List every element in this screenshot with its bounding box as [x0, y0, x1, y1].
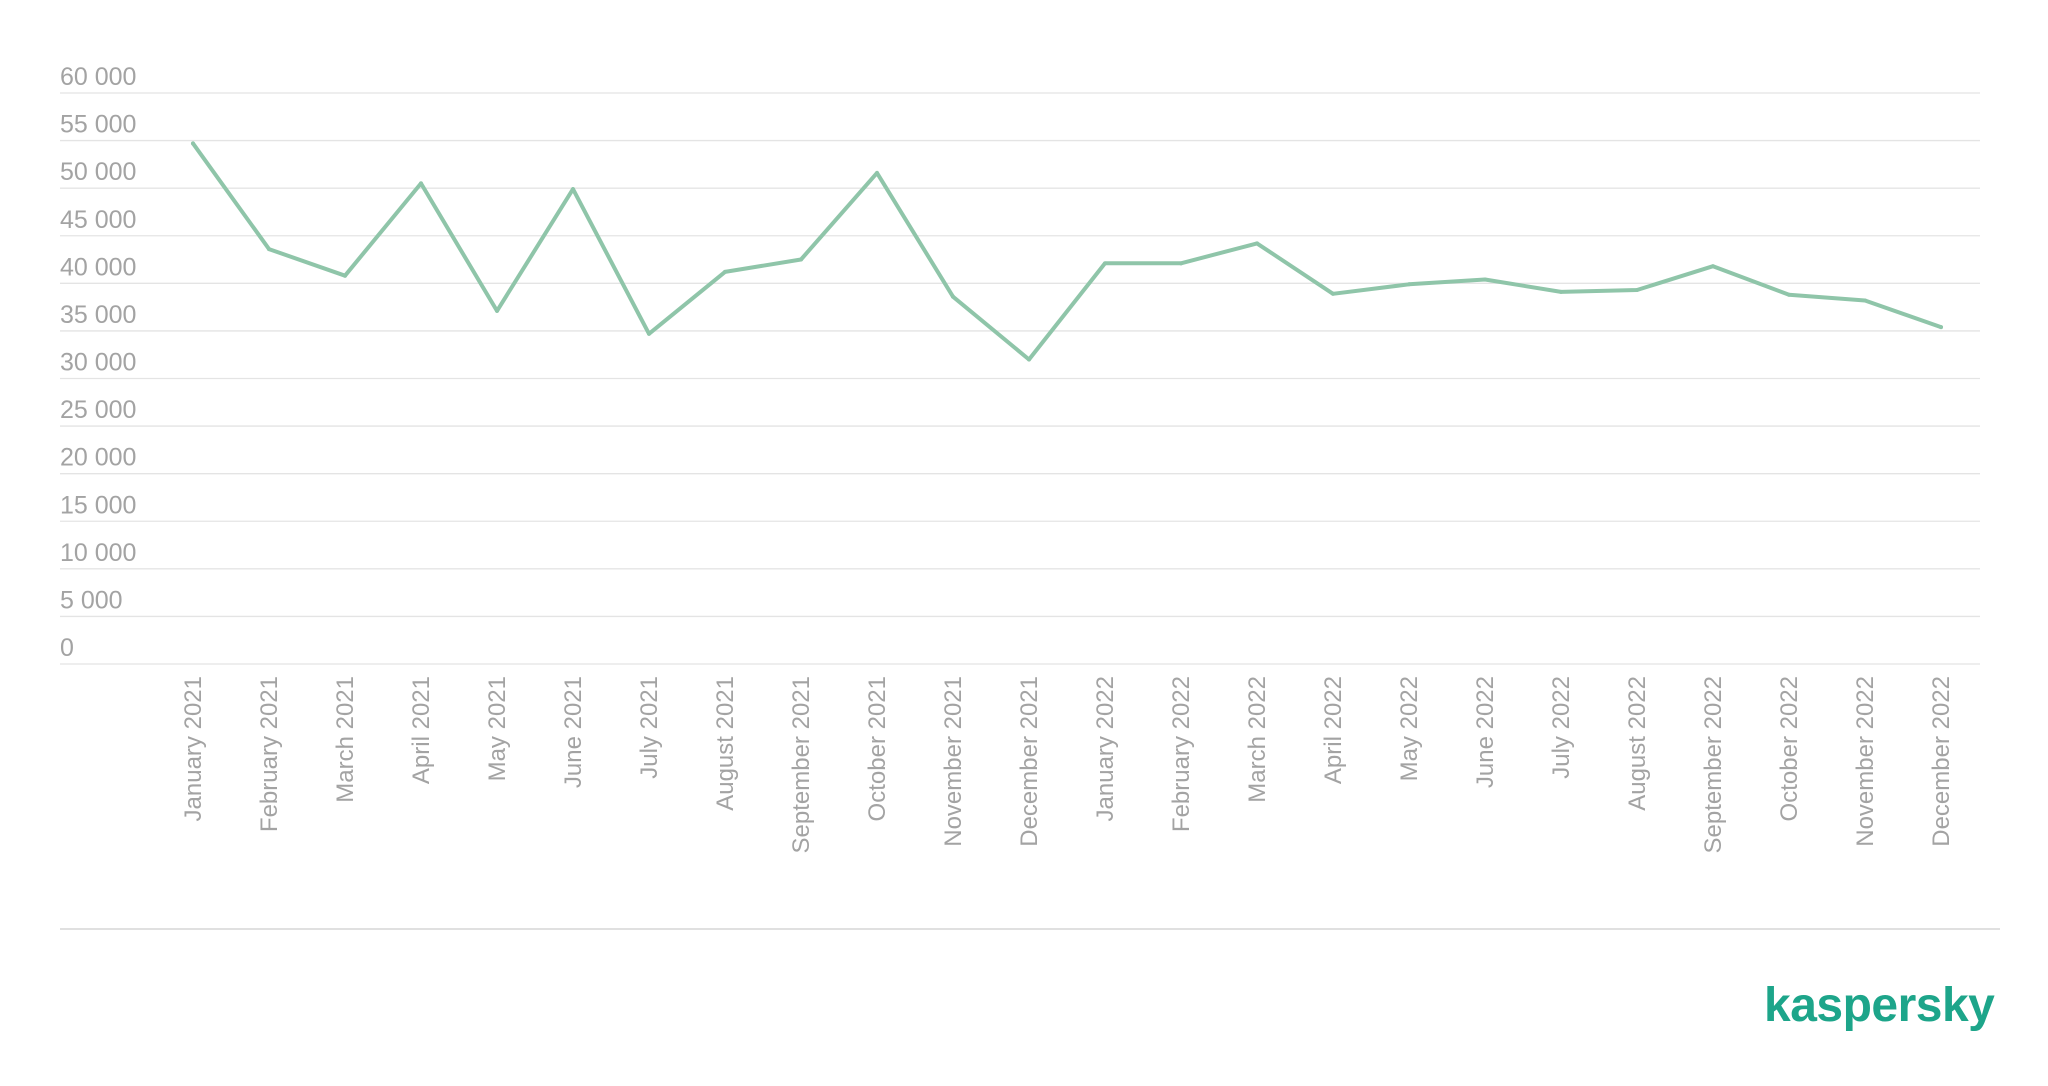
y-tick-label: 20 000	[60, 444, 136, 472]
x-tick-label: November 2021	[940, 676, 967, 847]
x-tick-label: December 2021	[1016, 676, 1043, 847]
kaspersky-logo: kaspersky	[1764, 979, 1995, 1032]
y-tick-label: 10 000	[60, 539, 136, 567]
data-point	[723, 269, 727, 274]
data-point	[1483, 277, 1487, 282]
x-tick-label: November 2022	[1852, 676, 1879, 847]
x-tick-label: July 2021	[636, 676, 663, 779]
x-tick-label: May 2021	[484, 676, 511, 781]
x-tick-label: April 2022	[1320, 676, 1347, 784]
y-tick-label: 40 000	[60, 253, 136, 281]
x-tick-label: February 2022	[1168, 676, 1195, 832]
x-tick-label: January 2022	[1092, 676, 1119, 821]
data-point	[495, 308, 499, 313]
y-tick-label: 30 000	[60, 349, 136, 377]
x-axis-ticks: January 2021 February 2021 March 2021 April…	[180, 676, 1955, 853]
y-tick-label: 55 000	[60, 111, 136, 139]
data-point	[1103, 261, 1107, 266]
data-point	[1787, 292, 1791, 297]
data-point	[1559, 289, 1563, 294]
data-point	[1027, 357, 1031, 362]
data-point	[875, 170, 879, 175]
data-point	[571, 187, 575, 192]
y-tick-label: 25 000	[60, 396, 136, 424]
x-tick-label: May 2022	[1396, 676, 1423, 781]
series-layer	[191, 141, 1943, 362]
x-tick-label: August 2021	[712, 676, 739, 811]
y-tick-label: 60 000	[60, 63, 136, 91]
x-tick-label: October 2022	[1776, 676, 1803, 821]
data-point	[191, 141, 195, 146]
data-point	[1711, 264, 1715, 269]
data-point	[1179, 261, 1183, 266]
data-point	[1407, 282, 1411, 287]
x-tick-label: July 2022	[1548, 676, 1575, 779]
y-tick-label: 45 000	[60, 206, 136, 234]
data-point	[1635, 287, 1639, 292]
data-point	[343, 273, 347, 278]
gridlines	[60, 92, 1980, 665]
x-tick-label: September 2021	[788, 676, 815, 853]
y-tick-label: 50 000	[60, 158, 136, 186]
x-tick-label: March 2022	[1244, 676, 1271, 803]
y-tick-label: 15 000	[60, 491, 136, 519]
data-point	[647, 331, 651, 336]
data-point	[267, 247, 271, 252]
data-point	[419, 181, 423, 186]
x-tick-label: June 2021	[560, 676, 587, 788]
x-tick-label: September 2022	[1700, 676, 1727, 853]
x-tick-label: January 2021	[180, 676, 207, 821]
x-tick-label: June 2022	[1472, 676, 1499, 788]
x-tick-label: October 2021	[864, 676, 891, 821]
y-tick-label: 35 000	[60, 301, 136, 329]
x-tick-label: August 2022	[1624, 676, 1651, 811]
data-point	[1331, 291, 1335, 296]
data-point	[1255, 241, 1259, 246]
y-tick-label: 5 000	[60, 586, 123, 614]
y-axis-ticks: 0 5 000 10 000 15 000 20 000 25 000 30 000 35 0…	[60, 63, 136, 662]
data-point	[1939, 325, 1943, 330]
data-point	[799, 257, 803, 262]
x-tick-label: March 2021	[332, 676, 359, 803]
x-tick-label: February 2021	[256, 676, 283, 832]
series-line	[191, 141, 1943, 362]
y-tick-label: 0	[60, 634, 74, 662]
data-point	[1863, 298, 1867, 303]
x-tick-label: December 2022	[1928, 676, 1955, 847]
data-point	[951, 294, 955, 299]
x-tick-label: April 2021	[408, 676, 435, 784]
